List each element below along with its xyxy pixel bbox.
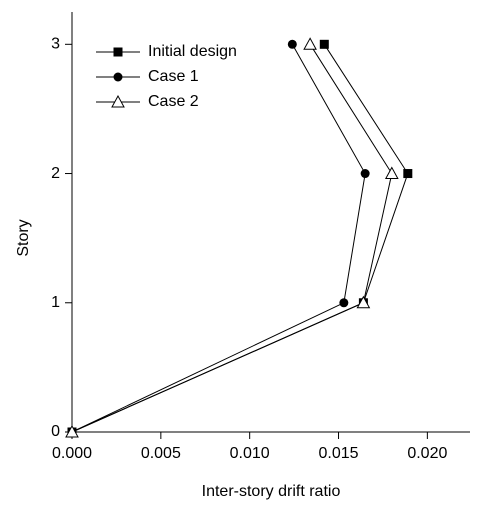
y-axis-label: Story [15,219,32,256]
point [319,39,329,49]
y-tick-label: 0 [51,423,60,440]
point [65,424,79,438]
x-tick-label: 0.000 [52,445,92,462]
legend-marker [113,47,123,57]
y-tick-label: 3 [51,36,60,53]
point [403,169,413,179]
y-tick-label: 2 [51,165,60,182]
x-tick-label: 0.005 [141,445,181,462]
point [384,166,399,180]
series-line [71,44,393,433]
legend-marker [113,72,123,82]
x-tick-label: 0.020 [407,445,447,462]
x-axis-label: Inter-story drift ratio [202,483,341,500]
point [339,298,349,308]
point [360,169,370,179]
legend-label: Case 1 [148,68,199,85]
point [303,37,317,50]
point [287,39,297,49]
legend-marker [111,94,125,108]
x-tick-label: 0.010 [230,445,270,462]
legend-label: Case 2 [148,93,199,110]
y-tick-label: 1 [51,294,60,311]
point [356,295,371,309]
series-line [71,44,366,433]
x-tick-label: 0.015 [318,445,358,462]
legend-label: Initial design [148,43,237,60]
